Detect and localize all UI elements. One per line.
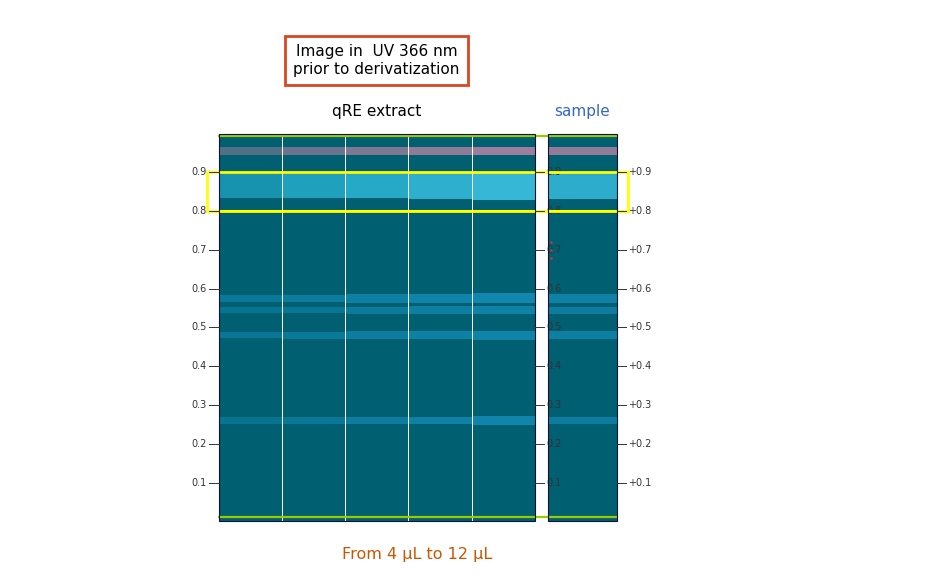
Text: +0.7: +0.7 <box>628 245 651 255</box>
Bar <box>548 147 617 155</box>
Text: 0.8: 0.8 <box>192 206 206 216</box>
Text: 0.2: 0.2 <box>191 439 206 449</box>
Bar <box>408 306 472 314</box>
Bar <box>345 331 408 339</box>
Bar <box>219 147 282 155</box>
Bar <box>219 307 282 313</box>
Text: +0.1: +0.1 <box>628 478 651 487</box>
Text: +0.6: +0.6 <box>628 284 651 294</box>
Bar <box>408 147 472 155</box>
Text: 0.1: 0.1 <box>192 478 206 487</box>
Text: 0.1: 0.1 <box>546 478 561 487</box>
Text: sample: sample <box>554 104 610 119</box>
Bar <box>345 294 408 302</box>
Text: +0.5: +0.5 <box>628 323 651 332</box>
Bar <box>219 134 282 521</box>
Text: 0.3: 0.3 <box>192 400 206 410</box>
Text: 0.8: 0.8 <box>546 206 561 216</box>
Text: 0.4: 0.4 <box>192 361 206 371</box>
Bar <box>548 134 617 521</box>
Bar <box>282 294 345 302</box>
Text: qRE extract: qRE extract <box>332 104 421 119</box>
Bar <box>219 418 282 423</box>
Bar <box>282 306 345 313</box>
Bar <box>207 172 628 211</box>
Bar <box>282 174 345 198</box>
Bar <box>282 417 345 424</box>
Bar <box>472 147 535 155</box>
Bar <box>345 417 408 424</box>
Text: 0.6: 0.6 <box>192 284 206 294</box>
Bar <box>548 417 617 424</box>
Text: +0.8: +0.8 <box>628 206 651 216</box>
Bar <box>219 175 282 198</box>
Bar <box>345 173 408 198</box>
Bar <box>472 134 535 521</box>
Bar <box>472 331 535 340</box>
Bar <box>548 294 617 302</box>
Bar <box>408 134 472 521</box>
Bar <box>472 306 535 314</box>
Bar <box>548 331 617 339</box>
Bar <box>548 134 617 521</box>
Bar <box>548 173 617 199</box>
Bar <box>472 172 535 200</box>
Text: +0.2: +0.2 <box>628 439 651 449</box>
Bar <box>548 134 617 521</box>
Text: 0.7: 0.7 <box>546 245 562 255</box>
Bar <box>219 134 535 521</box>
Bar <box>408 331 472 339</box>
Text: Image in  UV 366 nm
prior to derivatization: Image in UV 366 nm prior to derivatizati… <box>294 44 459 77</box>
Text: 0.3: 0.3 <box>546 400 561 410</box>
Bar <box>219 295 282 302</box>
Bar <box>408 416 472 425</box>
Bar <box>472 293 535 304</box>
Text: From 4 μL to 12 μL: From 4 μL to 12 μL <box>342 547 493 562</box>
Text: 0.4: 0.4 <box>546 361 561 371</box>
Text: +0.3: +0.3 <box>628 400 651 410</box>
Bar <box>282 134 345 521</box>
Bar <box>219 134 535 521</box>
Bar <box>345 134 408 521</box>
Bar <box>408 173 472 199</box>
Text: 0.6: 0.6 <box>546 284 561 294</box>
Bar <box>345 306 408 313</box>
Text: +0.4: +0.4 <box>628 361 651 371</box>
Bar <box>345 147 408 155</box>
Bar <box>472 416 535 425</box>
Bar <box>219 332 282 338</box>
Text: +0.9: +0.9 <box>628 168 651 177</box>
Text: 0.2: 0.2 <box>546 439 562 449</box>
Text: 0.9: 0.9 <box>192 168 206 177</box>
Bar <box>408 294 472 303</box>
Text: 0.7: 0.7 <box>191 245 206 255</box>
Text: 0.5: 0.5 <box>191 323 206 332</box>
Text: 0.5: 0.5 <box>546 323 562 332</box>
Bar <box>548 306 617 313</box>
Bar <box>282 332 345 339</box>
Text: 0.9: 0.9 <box>546 168 561 177</box>
Bar <box>282 147 345 155</box>
